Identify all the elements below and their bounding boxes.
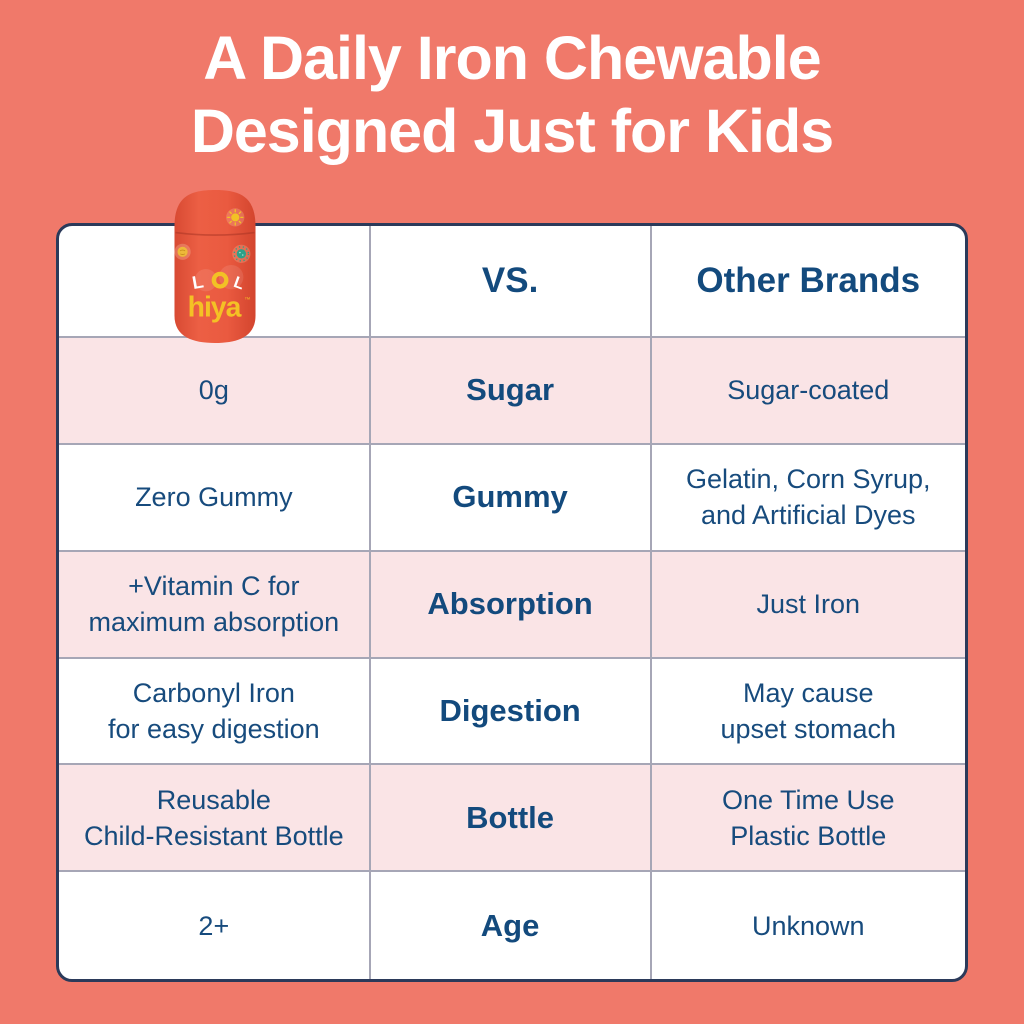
header-vs-cell: VS. [370,226,652,338]
lol-letter-l1: L [190,270,205,293]
hiya-bottle-graphic: L L hiya ™ [174,190,256,343]
other-brands-value-cell: Unknown [751,910,865,941]
category-cell: Age [371,872,652,979]
category-cell: Gummy [370,444,652,552]
strawberry-icon [232,244,251,263]
hiya-bottle: L L hiya ™ [172,188,258,345]
comparison-table: VS. Other Brands 0g Sugar Sugar-coated Z… [56,223,968,982]
header-other-brands-cell: Other Brands [651,226,965,338]
other-brands-value-cell: One Time Use Plastic Bottle [651,765,965,873]
category-cell: Bottle [370,765,652,873]
category-cell: Absorption [370,551,652,659]
page-title-line1: A Daily Iron Chewable [203,24,821,92]
vitamin-icon [174,243,191,260]
hiya-value-cell: Carbonyl Iron for easy digestion [59,658,371,766]
lol-letter-o-ring [211,271,229,289]
hiya-value-cell: 2+ [59,872,371,979]
bottle-body [174,190,256,343]
hiya-value-cell: +Vitamin C for maximum absorption [59,551,371,659]
hiya-value-cell: Zero Gummy [59,444,371,552]
hiya-logo-text: hiya [188,292,242,324]
page-title-line2: Designed Just for Kids [190,97,834,165]
other-brands-value-cell: Just Iron [651,551,965,659]
sun-icon [226,208,245,227]
category-cell: Sugar [370,338,652,445]
other-brands-value-cell: Sugar-coated [651,338,965,445]
hiya-logo: hiya ™ [188,292,251,324]
other-brands-value-cell: Gelatin, Corn Syrup, and Artificial Dyes [651,445,965,552]
hiya-trademark: ™ [244,296,250,303]
other-brands-value-cell: May cause upset stomach [651,659,965,766]
hiya-value-cell: Reusable Child-Resistant Bottle [59,765,371,873]
bottle-cap-groove [175,231,255,236]
hiya-value-cell: 0g [59,338,371,445]
page-title: A Daily Iron Chewable Designed Just for … [0,22,1024,168]
category-cell: Digestion [370,658,652,766]
